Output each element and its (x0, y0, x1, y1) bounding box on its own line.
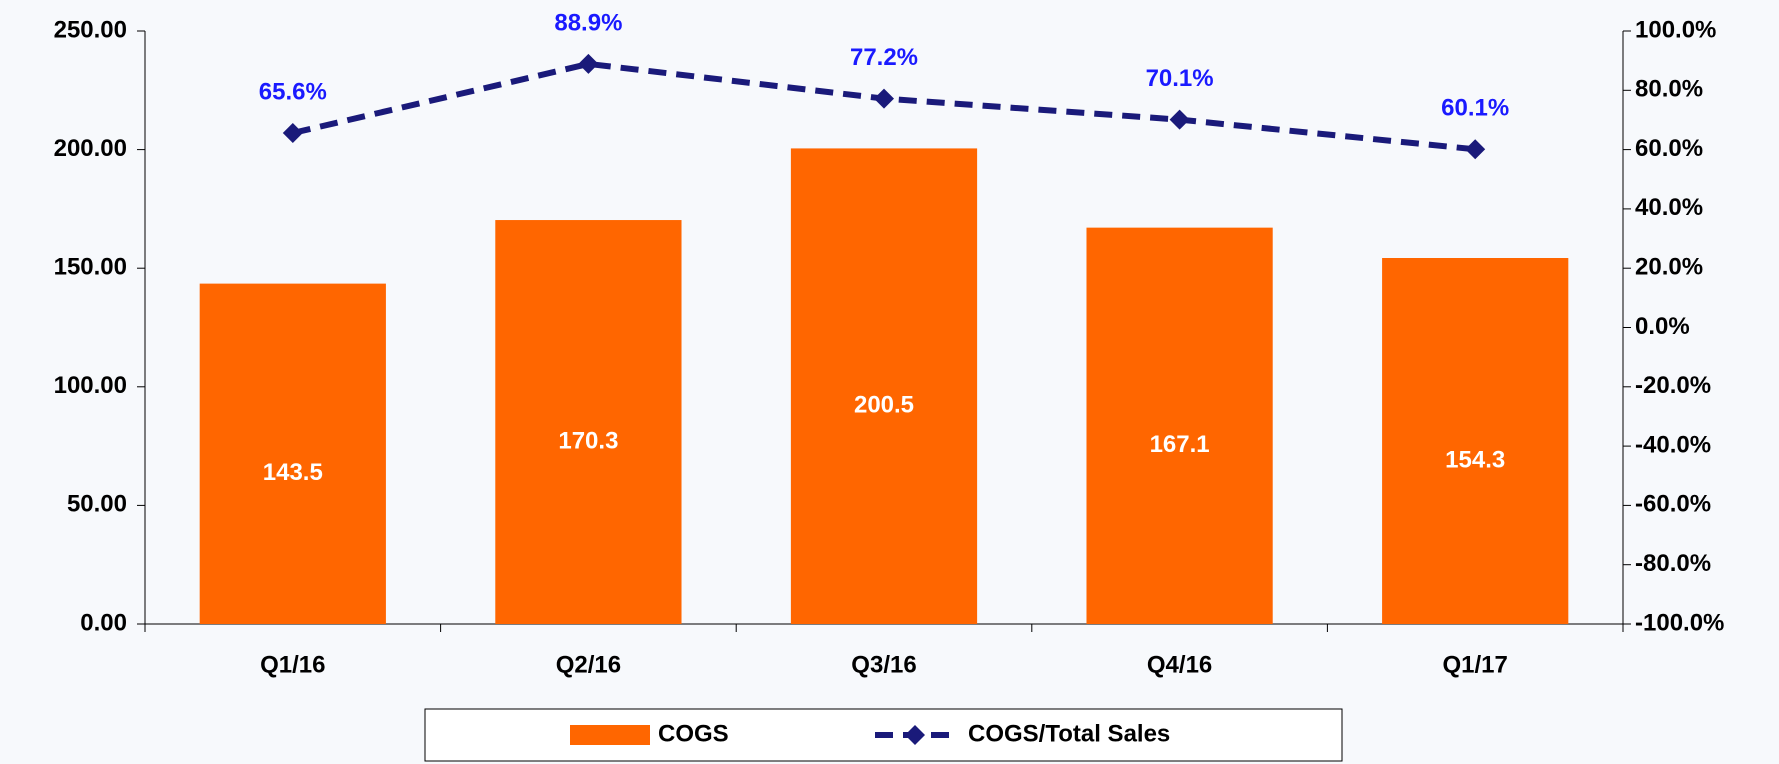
legend-label: COGS/Total Sales (968, 720, 1170, 747)
bar (790, 148, 978, 624)
line-label: 70.1% (1146, 65, 1214, 92)
bar-label: 167.1 (1150, 431, 1210, 458)
x-tick-label: Q4/16 (1147, 651, 1212, 678)
line-label: 88.9% (554, 9, 622, 36)
legend-marker (905, 725, 925, 745)
line-label: 60.1% (1441, 95, 1509, 122)
y-tick-label: 50.00 (67, 491, 127, 518)
bar-label: 154.3 (1445, 446, 1505, 473)
y-tick-label: 250.00 (54, 16, 127, 43)
y2-tick-label: 20.0% (1635, 254, 1703, 281)
legend-label: COGS (658, 720, 729, 747)
y-tick-label: 0.00 (80, 609, 127, 636)
y-tick-label: 150.00 (54, 254, 127, 281)
bar-label: 143.5 (263, 459, 323, 486)
x-tick-label: Q1/17 (1443, 651, 1508, 678)
line-marker (1169, 109, 1190, 130)
line-marker (282, 122, 303, 143)
x-tick-label: Q1/16 (260, 651, 325, 678)
y2-tick-label: -60.0% (1635, 491, 1711, 518)
line-marker (1465, 139, 1486, 160)
line-label: 65.6% (259, 78, 327, 105)
y2-tick-label: -100.0% (1635, 609, 1724, 636)
line-marker (578, 53, 599, 74)
bar-label: 170.3 (558, 427, 618, 454)
y2-tick-label: 40.0% (1635, 194, 1703, 221)
y2-tick-label: 100.0% (1635, 16, 1716, 43)
bar (1382, 258, 1569, 624)
y-tick-label: 100.00 (54, 372, 127, 399)
bar (199, 283, 386, 624)
y2-tick-label: -80.0% (1635, 550, 1711, 577)
bar (1086, 227, 1273, 624)
legend-swatch (570, 725, 650, 745)
y2-tick-label: 60.0% (1635, 135, 1703, 162)
y2-tick-label: 80.0% (1635, 76, 1703, 103)
bar-label: 200.5 (854, 392, 914, 419)
line-marker (874, 88, 894, 109)
x-tick-label: Q2/16 (556, 651, 621, 678)
bar (495, 220, 682, 624)
y2-tick-label: -20.0% (1635, 372, 1711, 399)
y-tick-label: 200.00 (54, 135, 127, 162)
line-label: 77.2% (850, 44, 918, 71)
y2-tick-label: -40.0% (1635, 431, 1711, 458)
x-tick-label: Q3/16 (851, 651, 916, 678)
y2-tick-label: 0.0% (1635, 313, 1690, 340)
